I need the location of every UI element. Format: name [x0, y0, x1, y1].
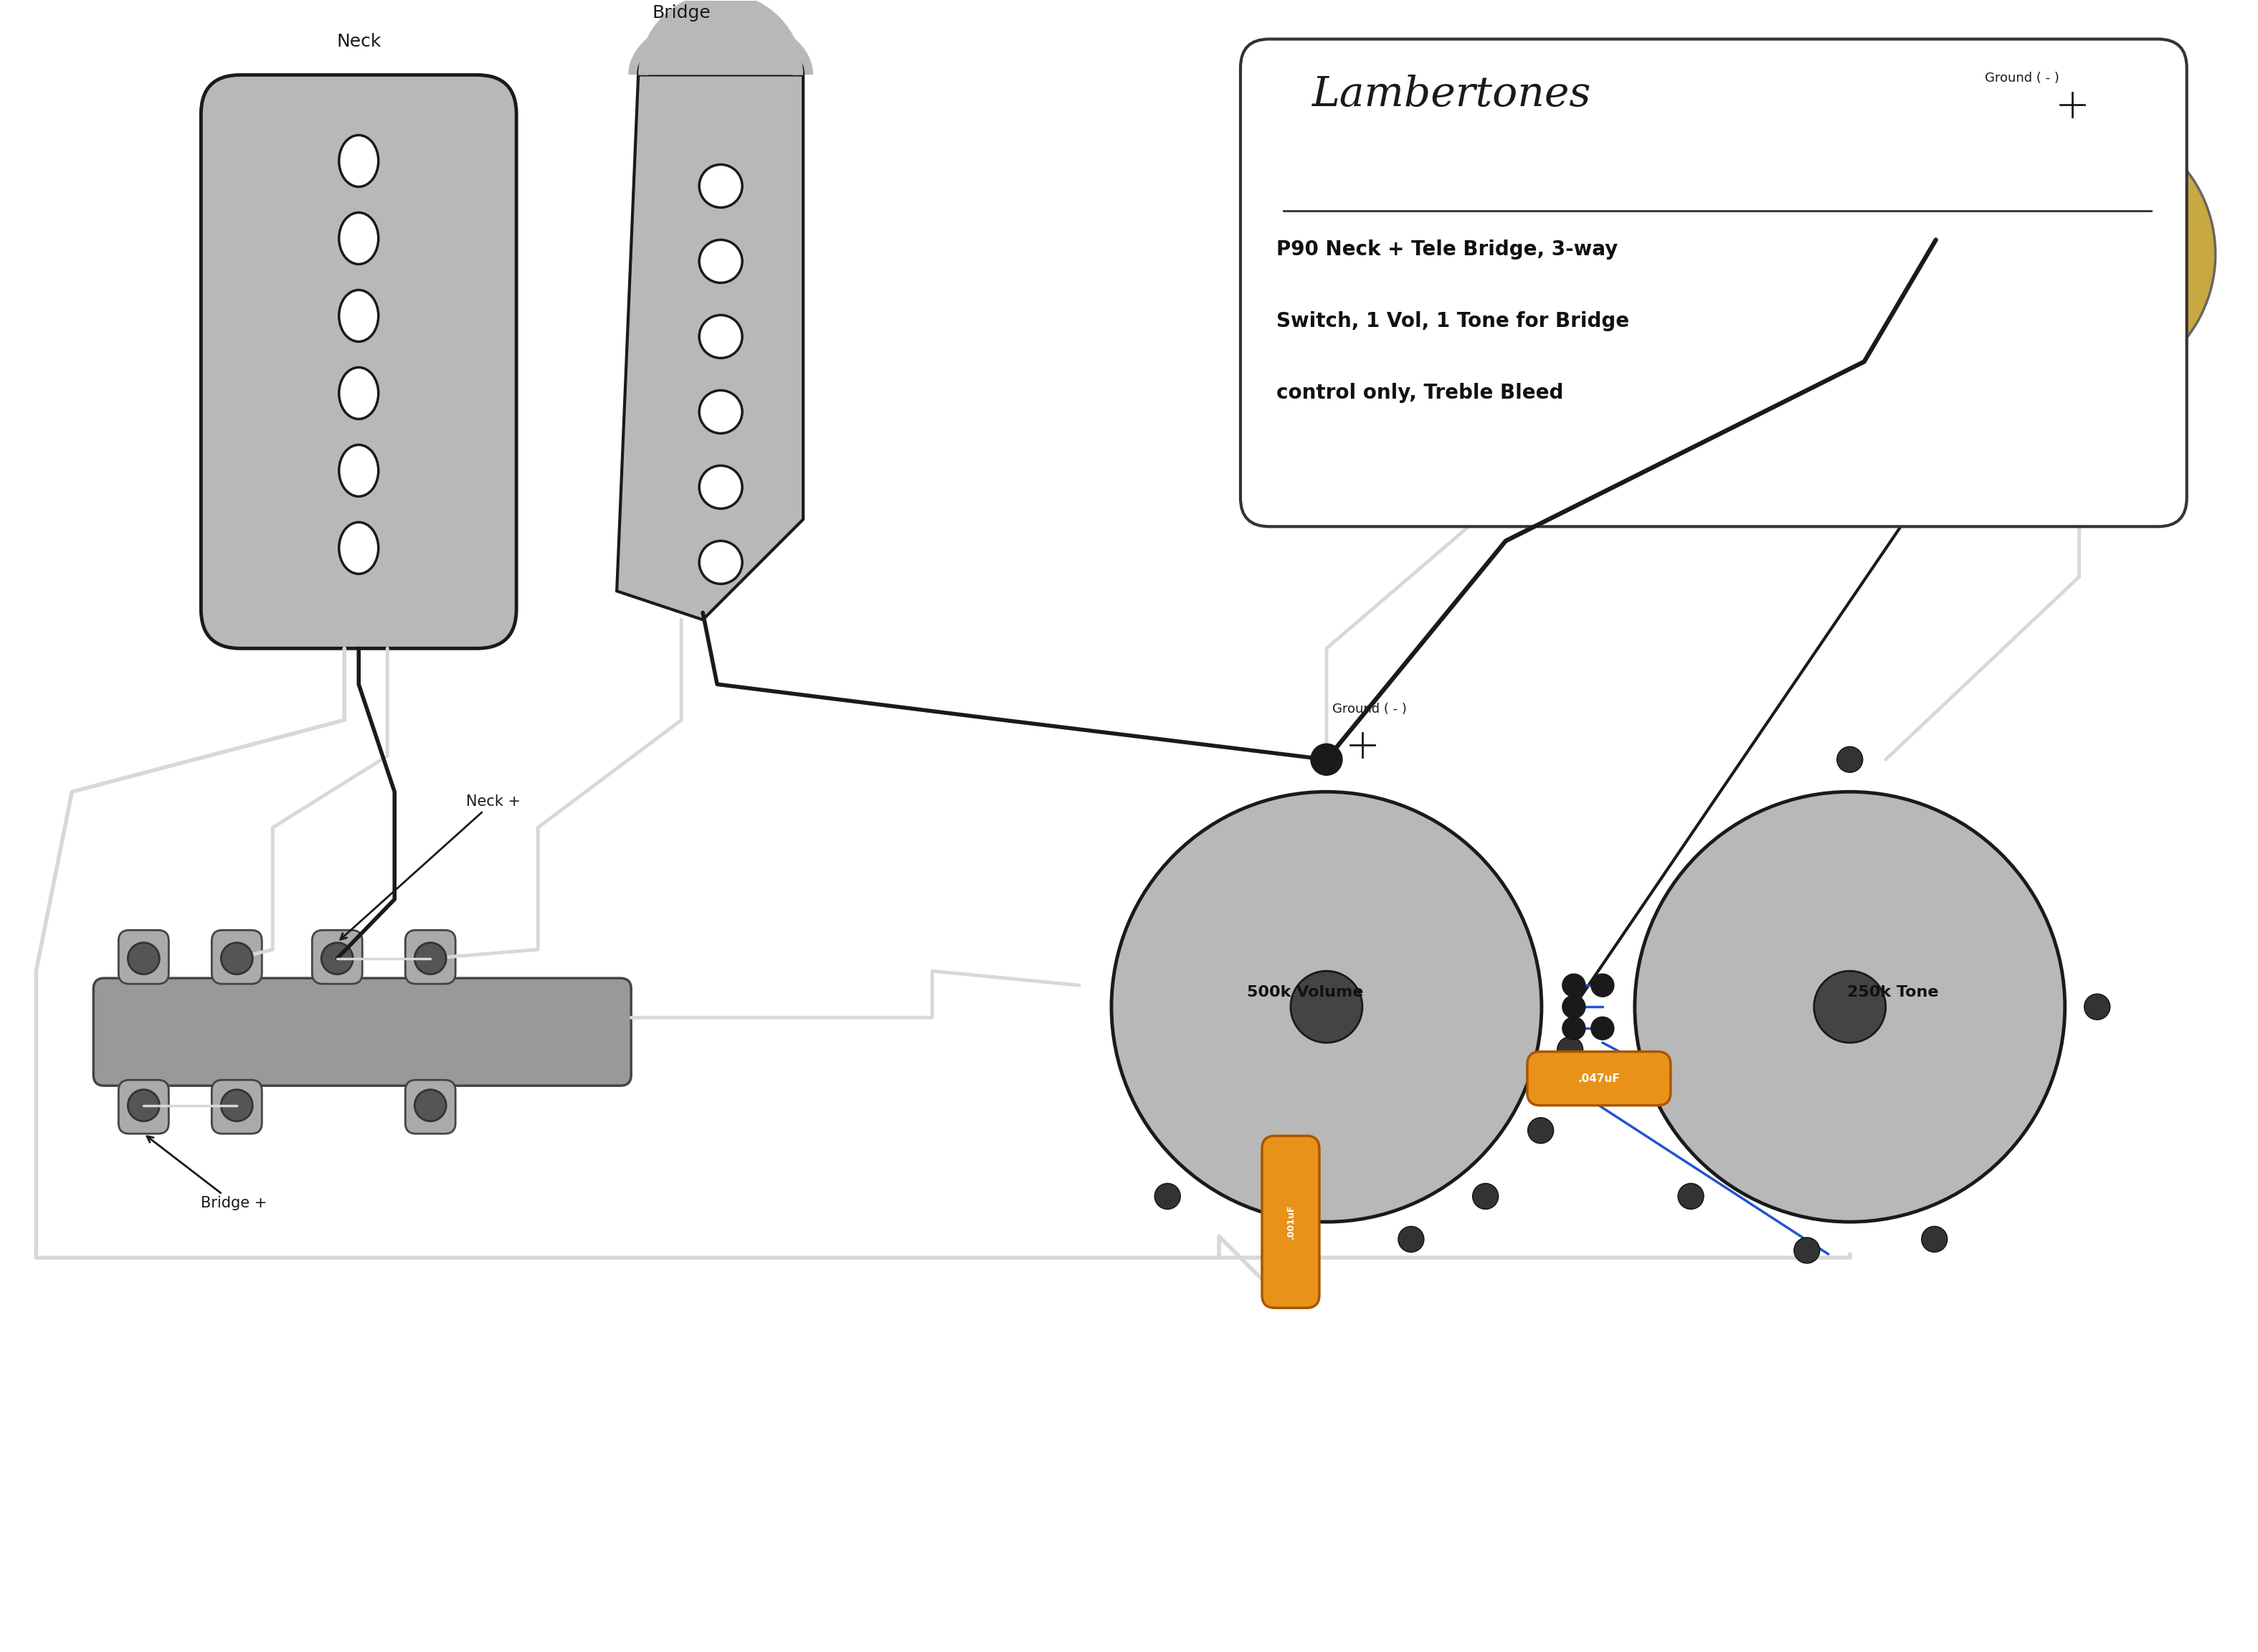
- Ellipse shape: [339, 291, 379, 342]
- Circle shape: [1987, 160, 2172, 347]
- Circle shape: [1154, 1183, 1181, 1209]
- Circle shape: [1605, 1079, 1630, 1104]
- Circle shape: [1111, 791, 1542, 1222]
- Text: P90 Neck + Tele Bridge, 3-way: P90 Neck + Tele Bridge, 3-way: [1276, 240, 1617, 259]
- Circle shape: [1592, 1018, 1614, 1039]
- Circle shape: [1795, 1237, 1820, 1264]
- FancyBboxPatch shape: [117, 1080, 169, 1133]
- FancyBboxPatch shape: [212, 930, 262, 985]
- Text: control only, Treble Bleed: control only, Treble Bleed: [1276, 383, 1563, 403]
- Circle shape: [321, 943, 352, 975]
- Circle shape: [1271, 1237, 1296, 1264]
- Circle shape: [129, 1090, 160, 1122]
- Circle shape: [221, 943, 253, 975]
- Text: Ground ( - ): Ground ( - ): [1985, 73, 2059, 84]
- Circle shape: [700, 240, 743, 282]
- Circle shape: [1922, 1226, 1946, 1252]
- Ellipse shape: [339, 135, 379, 187]
- Circle shape: [700, 165, 743, 208]
- Circle shape: [1592, 975, 1614, 996]
- FancyBboxPatch shape: [201, 74, 517, 648]
- Wedge shape: [639, 0, 804, 74]
- Circle shape: [1314, 747, 1339, 773]
- Ellipse shape: [339, 522, 379, 573]
- Circle shape: [415, 943, 447, 975]
- Circle shape: [700, 466, 743, 509]
- Ellipse shape: [339, 213, 379, 264]
- Circle shape: [1292, 971, 1362, 1042]
- FancyBboxPatch shape: [1526, 1052, 1671, 1105]
- FancyBboxPatch shape: [212, 1080, 262, 1133]
- Text: Ground ( - ): Ground ( - ): [1332, 702, 1407, 715]
- Circle shape: [700, 390, 743, 433]
- Circle shape: [415, 1090, 447, 1122]
- FancyBboxPatch shape: [312, 930, 361, 985]
- Text: Bridge: Bridge: [653, 3, 711, 21]
- FancyBboxPatch shape: [404, 1080, 456, 1133]
- Circle shape: [1310, 743, 1341, 775]
- Circle shape: [1678, 1183, 1705, 1209]
- Polygon shape: [616, 74, 804, 620]
- Circle shape: [700, 316, 743, 358]
- FancyBboxPatch shape: [117, 930, 169, 985]
- Text: 500k Volume: 500k Volume: [1246, 985, 1364, 999]
- Text: Lambertones: Lambertones: [1312, 74, 1592, 116]
- Circle shape: [1563, 975, 1585, 996]
- Ellipse shape: [339, 444, 379, 497]
- FancyBboxPatch shape: [1240, 40, 2186, 527]
- Ellipse shape: [339, 367, 379, 420]
- Circle shape: [1563, 1018, 1585, 1039]
- Text: Neck +: Neck +: [341, 795, 522, 940]
- Circle shape: [1838, 747, 1863, 773]
- Circle shape: [1958, 233, 1980, 256]
- Circle shape: [1558, 1037, 1583, 1062]
- Circle shape: [700, 540, 743, 583]
- Circle shape: [2084, 995, 2109, 1019]
- Circle shape: [1944, 117, 2215, 390]
- FancyBboxPatch shape: [404, 930, 456, 985]
- Circle shape: [1529, 1118, 1554, 1143]
- Circle shape: [1398, 1226, 1425, 1252]
- Circle shape: [2147, 164, 2170, 187]
- Circle shape: [1813, 971, 1885, 1042]
- FancyBboxPatch shape: [1262, 1137, 1319, 1308]
- Circle shape: [1635, 791, 2064, 1222]
- Circle shape: [2014, 190, 2143, 319]
- Text: Neck: Neck: [336, 33, 382, 50]
- Circle shape: [1472, 1183, 1499, 1209]
- Text: Switch, 1 Vol, 1 Tone for Bridge: Switch, 1 Vol, 1 Tone for Bridge: [1276, 312, 1630, 332]
- Circle shape: [129, 943, 160, 975]
- Text: 250k Tone: 250k Tone: [1847, 985, 1940, 999]
- FancyBboxPatch shape: [93, 978, 632, 1085]
- Text: .001uF: .001uF: [1287, 1204, 1296, 1239]
- Text: Bridge +: Bridge +: [147, 1137, 266, 1211]
- Circle shape: [1563, 996, 1585, 1018]
- Text: .047uF: .047uF: [1578, 1074, 1619, 1084]
- Circle shape: [221, 1090, 253, 1122]
- Circle shape: [2147, 320, 2170, 344]
